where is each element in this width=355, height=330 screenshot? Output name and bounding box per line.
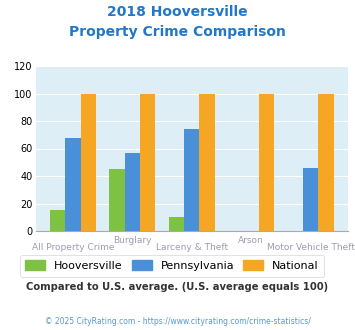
Text: Arson: Arson xyxy=(238,236,264,245)
Bar xyxy=(81,93,96,231)
Text: Compared to U.S. average. (U.S. average equals 100): Compared to U.S. average. (U.S. average … xyxy=(26,282,329,292)
Bar xyxy=(140,93,155,231)
Bar xyxy=(184,129,200,231)
Text: Motor Vehicle Theft: Motor Vehicle Theft xyxy=(267,243,355,251)
Bar xyxy=(65,138,81,231)
Text: All Property Crime: All Property Crime xyxy=(32,243,114,251)
Bar xyxy=(200,93,215,231)
Bar xyxy=(303,168,318,231)
Text: Property Crime Comparison: Property Crime Comparison xyxy=(69,25,286,39)
Bar xyxy=(318,93,334,231)
Text: Larceny & Theft: Larceny & Theft xyxy=(155,243,228,251)
Bar xyxy=(125,152,140,231)
Bar xyxy=(50,211,65,231)
Text: 2018 Hooversville: 2018 Hooversville xyxy=(107,5,248,19)
Legend: Hooversville, Pennsylvania, National: Hooversville, Pennsylvania, National xyxy=(20,255,324,277)
Bar xyxy=(169,217,184,231)
Bar xyxy=(109,169,125,231)
Text: © 2025 CityRating.com - https://www.cityrating.com/crime-statistics/: © 2025 CityRating.com - https://www.city… xyxy=(45,317,310,326)
Text: Burglary: Burglary xyxy=(113,236,152,245)
Bar xyxy=(259,93,274,231)
